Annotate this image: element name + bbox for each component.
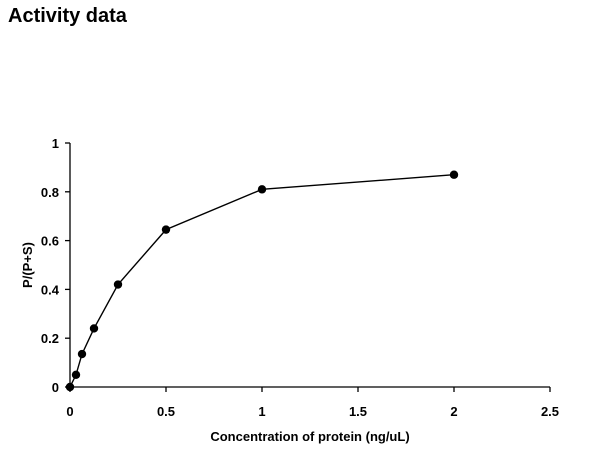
data-point — [161, 225, 171, 234]
x-axis-title: Concentration of protein (ng/uL) — [210, 429, 409, 444]
y-axis-title: P/(P+S) — [20, 242, 35, 288]
x-tick-label: 0 — [66, 404, 73, 419]
y-tick-label: 0.2 — [41, 331, 59, 346]
y-tick-label: 0.8 — [41, 185, 59, 200]
page-title: Activity data — [8, 5, 127, 27]
data-point — [89, 324, 99, 333]
x-tick-label: 2 — [450, 404, 457, 419]
x-tick-label: 1 — [258, 404, 265, 419]
y-tick-label: 0.4 — [41, 282, 60, 297]
data-point — [449, 170, 459, 179]
chart-axes — [69, 143, 550, 388]
chart-series — [65, 170, 459, 392]
y-tick-label: 0.6 — [41, 234, 59, 249]
data-point — [77, 349, 87, 359]
x-tick-label: 0.5 — [157, 404, 175, 419]
y-tick-label: 1 — [52, 136, 59, 151]
series-line — [69, 174, 455, 388]
x-tick-label: 2.5 — [541, 404, 559, 419]
chart-ticks: 0 0.5 1 1.5 2 2.5 0 0.2 0.4 0.6 0.8 1 — [41, 136, 559, 419]
y-tick-label: 0 — [52, 380, 59, 395]
x-tick-label: 1.5 — [349, 404, 367, 419]
data-point — [113, 280, 123, 289]
data-point — [65, 382, 75, 392]
data-point — [257, 185, 267, 194]
data-point — [71, 370, 81, 379]
